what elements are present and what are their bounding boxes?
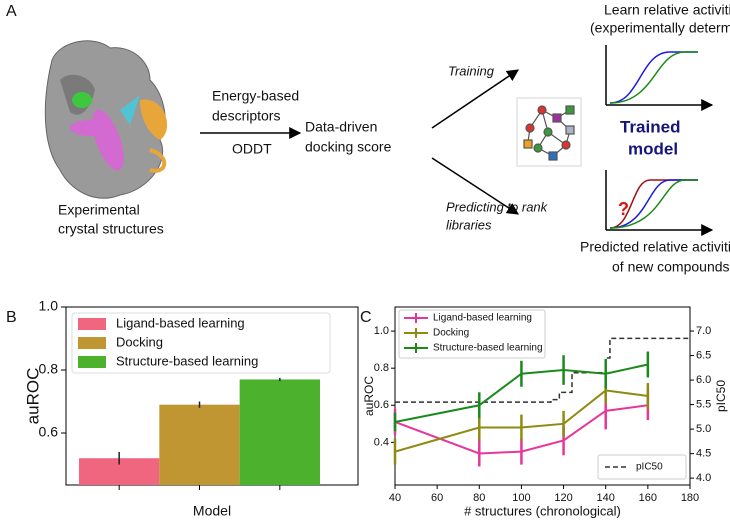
caption: (experimentally determined) <box>590 20 730 36</box>
caption: libraries <box>446 217 492 232</box>
x-tick-label: 180 <box>681 492 699 504</box>
y2-tick-label: 5.5 <box>696 398 711 410</box>
x-tick-label: 80 <box>473 492 485 504</box>
model-label: Trained <box>620 117 680 136</box>
unknown-mark: ? <box>618 199 629 219</box>
x-tick-label: 60 <box>431 492 443 504</box>
x-axis-label: Model <box>193 503 231 519</box>
x-tick-label: 140 <box>597 492 615 504</box>
legend-label: Ligand-based learning <box>433 313 532 324</box>
sigmoid-icon <box>605 170 712 230</box>
legend-swatch <box>78 356 106 368</box>
legend-box <box>398 309 546 359</box>
y-tick-label: 0.4 <box>374 436 389 448</box>
caption: crystal structures <box>58 221 164 237</box>
legend-label: Docking <box>433 328 469 339</box>
legend-swatch <box>78 337 106 349</box>
plot-frame <box>394 306 691 486</box>
caption: docking score <box>305 139 392 155</box>
y2-tick-label: 6.0 <box>696 374 711 386</box>
legend-label: Ligand-based learning <box>116 315 245 330</box>
x-tick-label: 40 <box>389 492 401 504</box>
bar <box>239 379 320 485</box>
y2-tick-label: 6.5 <box>696 349 711 361</box>
legend-box <box>597 454 687 480</box>
series-line <box>394 389 648 453</box>
panel-label: B <box>6 309 17 326</box>
caption: Data-driven <box>305 119 377 135</box>
x-tick-label: 160 <box>639 492 657 504</box>
protein-image <box>44 40 168 199</box>
caption: Experimental <box>58 202 140 218</box>
caption: ODDT <box>232 141 272 157</box>
caption: Predicted relative activities <box>580 239 730 255</box>
y-axis-label: auROC <box>23 368 42 425</box>
y-tick-label: 1.0 <box>374 325 389 337</box>
caption: Learn relative activities <box>604 2 730 18</box>
y-tick-label: 0.6 <box>374 399 389 411</box>
y2-tick-label: 7.0 <box>696 325 711 337</box>
legend-label: Structure-based learning <box>116 353 258 368</box>
y-tick-label: 0.8 <box>374 362 389 374</box>
panel-label: C <box>360 309 372 326</box>
arrow <box>431 69 519 129</box>
bar <box>159 404 240 485</box>
series-line <box>394 363 649 423</box>
y-tick-label: 1.0 <box>39 298 59 314</box>
y-axis-label: auROC <box>362 376 376 416</box>
y-tick-label: 0.8 <box>39 361 59 377</box>
caption: Energy-based <box>212 88 299 104</box>
y-tick-label: 0.6 <box>39 424 59 440</box>
legend-label: Structure-based learning <box>433 343 543 354</box>
legend-label: Docking <box>116 334 163 349</box>
panel-label: A <box>6 3 17 20</box>
y2-tick-label: 4.0 <box>696 472 711 484</box>
series-line <box>394 404 648 455</box>
legend-box <box>71 312 331 374</box>
y2-axis-label: pIC50 <box>714 380 728 412</box>
caption: Training <box>448 63 495 78</box>
sigmoid-icon <box>605 45 712 105</box>
x-tick-label: 120 <box>554 492 572 504</box>
caption: of new compounds <box>612 259 730 275</box>
legend-label: pIC50 <box>636 462 663 473</box>
model-label: model <box>628 139 678 158</box>
caption: descriptors <box>212 108 280 124</box>
network-icon <box>516 97 582 167</box>
arrow <box>431 157 520 215</box>
legend-swatch <box>78 318 106 330</box>
x-tick-label: 100 <box>512 492 530 504</box>
caption: Predicting to rank <box>446 199 549 214</box>
x-axis-label: # structures (chronological) <box>464 503 621 518</box>
step-line <box>395 337 690 403</box>
y2-tick-label: 5.0 <box>696 423 711 435</box>
y2-tick-label: 4.5 <box>696 448 711 460</box>
